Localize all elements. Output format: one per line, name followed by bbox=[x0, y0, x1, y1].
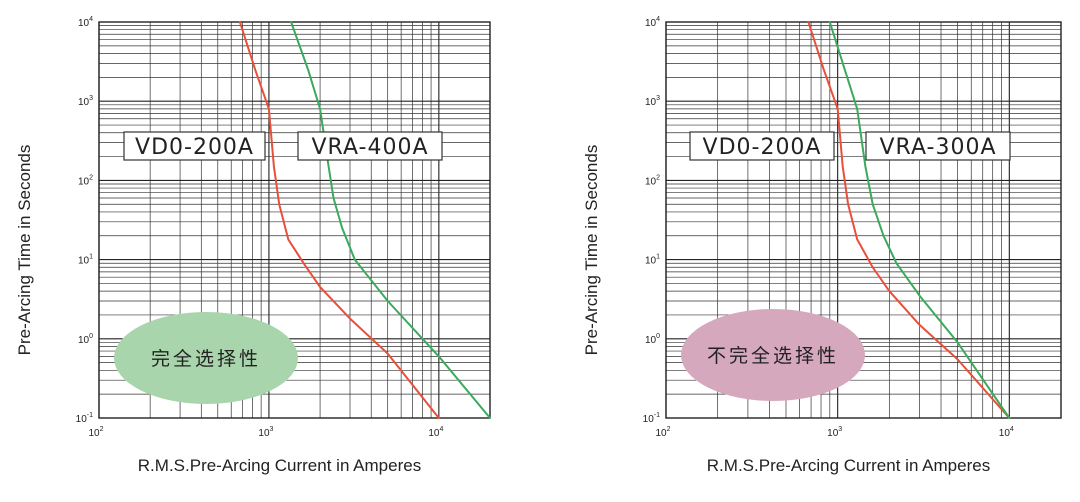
tick-exponent: 3 bbox=[89, 95, 93, 102]
plot-frame bbox=[665, 21, 1062, 419]
y-tick-label: 103 bbox=[78, 95, 93, 108]
legend-item: VD0-200A bbox=[689, 131, 835, 161]
x-tick-label: 102 bbox=[88, 426, 103, 439]
tick-exponent: 4 bbox=[439, 426, 443, 433]
tick-exponent: 3 bbox=[838, 426, 842, 433]
tick-exponent: 4 bbox=[1010, 426, 1014, 433]
plot-frame bbox=[98, 21, 491, 419]
chart-1: 102 103 10410-1100101102103104R.M.S.Pre-Ar… bbox=[15, 16, 491, 475]
tick-base: 10 bbox=[78, 97, 90, 108]
y-tick-label: 10-1 bbox=[643, 412, 660, 425]
tick-base: 10 bbox=[999, 428, 1011, 439]
tick-base: 10 bbox=[645, 256, 657, 267]
tick-exponent: 3 bbox=[270, 426, 274, 433]
y-tick-label: 101 bbox=[78, 254, 93, 267]
legend-box bbox=[865, 131, 1011, 161]
x-tick-label: 103 bbox=[258, 426, 273, 439]
y-tick-label: 102 bbox=[78, 174, 93, 187]
y-axis-label: Pre-Arcing Time in Seconds bbox=[15, 145, 34, 356]
tick-base: 10 bbox=[258, 428, 270, 439]
legend-item: VD0-200A bbox=[123, 131, 266, 161]
legend-box bbox=[123, 131, 266, 161]
tick-base: 10 bbox=[645, 335, 657, 346]
tick-exponent: 2 bbox=[100, 426, 104, 433]
badge-ellipse bbox=[114, 312, 298, 404]
tick-exponent: 0 bbox=[89, 333, 93, 340]
tick-exponent: 4 bbox=[89, 16, 93, 23]
x-axis-label: R.M.S.Pre-Arcing Current in Amperes bbox=[707, 456, 990, 475]
x-axis-label: R.M.S.Pre-Arcing Current in Amperes bbox=[138, 456, 421, 475]
tick-exponent: -1 bbox=[654, 412, 660, 419]
legend-label: VD0-200A bbox=[135, 135, 254, 160]
tick-base: 10 bbox=[827, 428, 839, 439]
series-line-vd0-200a bbox=[238, 21, 440, 419]
y-axis-label: Pre-Arcing Time in Seconds bbox=[582, 145, 601, 356]
x-tick-label: 103 bbox=[827, 426, 842, 439]
tick-exponent: 1 bbox=[656, 254, 660, 261]
tick-base: 10 bbox=[88, 428, 100, 439]
selectivity-badge: 完全选择性 bbox=[114, 312, 298, 404]
legend-label: VRA-300A bbox=[880, 135, 997, 160]
y-tick-label: 104 bbox=[78, 16, 93, 29]
series-line-vra-300a bbox=[828, 21, 1011, 419]
tick-base: 10 bbox=[645, 176, 657, 187]
grid bbox=[98, 21, 491, 419]
tick-base: 10 bbox=[655, 428, 667, 439]
tick-base: 10 bbox=[78, 18, 90, 29]
series-line-vd0-200a bbox=[807, 21, 1011, 419]
badge-label: 完全选择性 bbox=[151, 348, 261, 370]
tick-exponent: 2 bbox=[667, 426, 671, 433]
tick-exponent: 0 bbox=[656, 333, 660, 340]
tick-base: 10 bbox=[78, 176, 90, 187]
legend-item: VRA-400A bbox=[297, 131, 443, 161]
selectivity-badge: 不完全选择性 bbox=[681, 309, 865, 401]
y-tick-label: 100 bbox=[78, 333, 93, 346]
chart-2: 102 103 10410-1100101102103104R.M.S.Pre-Ar… bbox=[582, 16, 1062, 475]
x-tick-label: 104 bbox=[999, 426, 1014, 439]
y-tick-label: 10-1 bbox=[76, 412, 93, 425]
badge-label: 不完全选择性 bbox=[707, 345, 839, 367]
tick-base: 10 bbox=[645, 18, 657, 29]
tick-base: 10 bbox=[78, 335, 90, 346]
series-line-vra-400a bbox=[290, 21, 491, 419]
tick-exponent: 1 bbox=[89, 254, 93, 261]
y-tick-label: 104 bbox=[645, 16, 660, 29]
y-tick-label: 100 bbox=[645, 333, 660, 346]
legend-item: VRA-300A bbox=[865, 131, 1011, 161]
y-tick-label: 102 bbox=[645, 174, 660, 187]
tick-base: 10 bbox=[78, 256, 90, 267]
tick-exponent: 3 bbox=[656, 95, 660, 102]
y-tick-label: 103 bbox=[645, 95, 660, 108]
tick-exponent: 4 bbox=[656, 16, 660, 23]
badge-ellipse bbox=[681, 309, 865, 401]
tick-base: 10 bbox=[76, 414, 88, 425]
legend-box bbox=[689, 131, 835, 161]
legend-label: VRA-400A bbox=[312, 135, 429, 160]
tick-base: 10 bbox=[428, 428, 440, 439]
tick-base: 10 bbox=[645, 97, 657, 108]
x-tick-label: 102 bbox=[655, 426, 670, 439]
legend-box bbox=[297, 131, 443, 161]
tick-exponent: 2 bbox=[89, 174, 93, 181]
tick-base: 10 bbox=[643, 414, 655, 425]
x-tick-label: 104 bbox=[428, 426, 443, 439]
tick-exponent: -1 bbox=[87, 412, 93, 419]
y-tick-label: 101 bbox=[645, 254, 660, 267]
tick-exponent: 2 bbox=[656, 174, 660, 181]
legend-label: VD0-200A bbox=[703, 135, 822, 160]
